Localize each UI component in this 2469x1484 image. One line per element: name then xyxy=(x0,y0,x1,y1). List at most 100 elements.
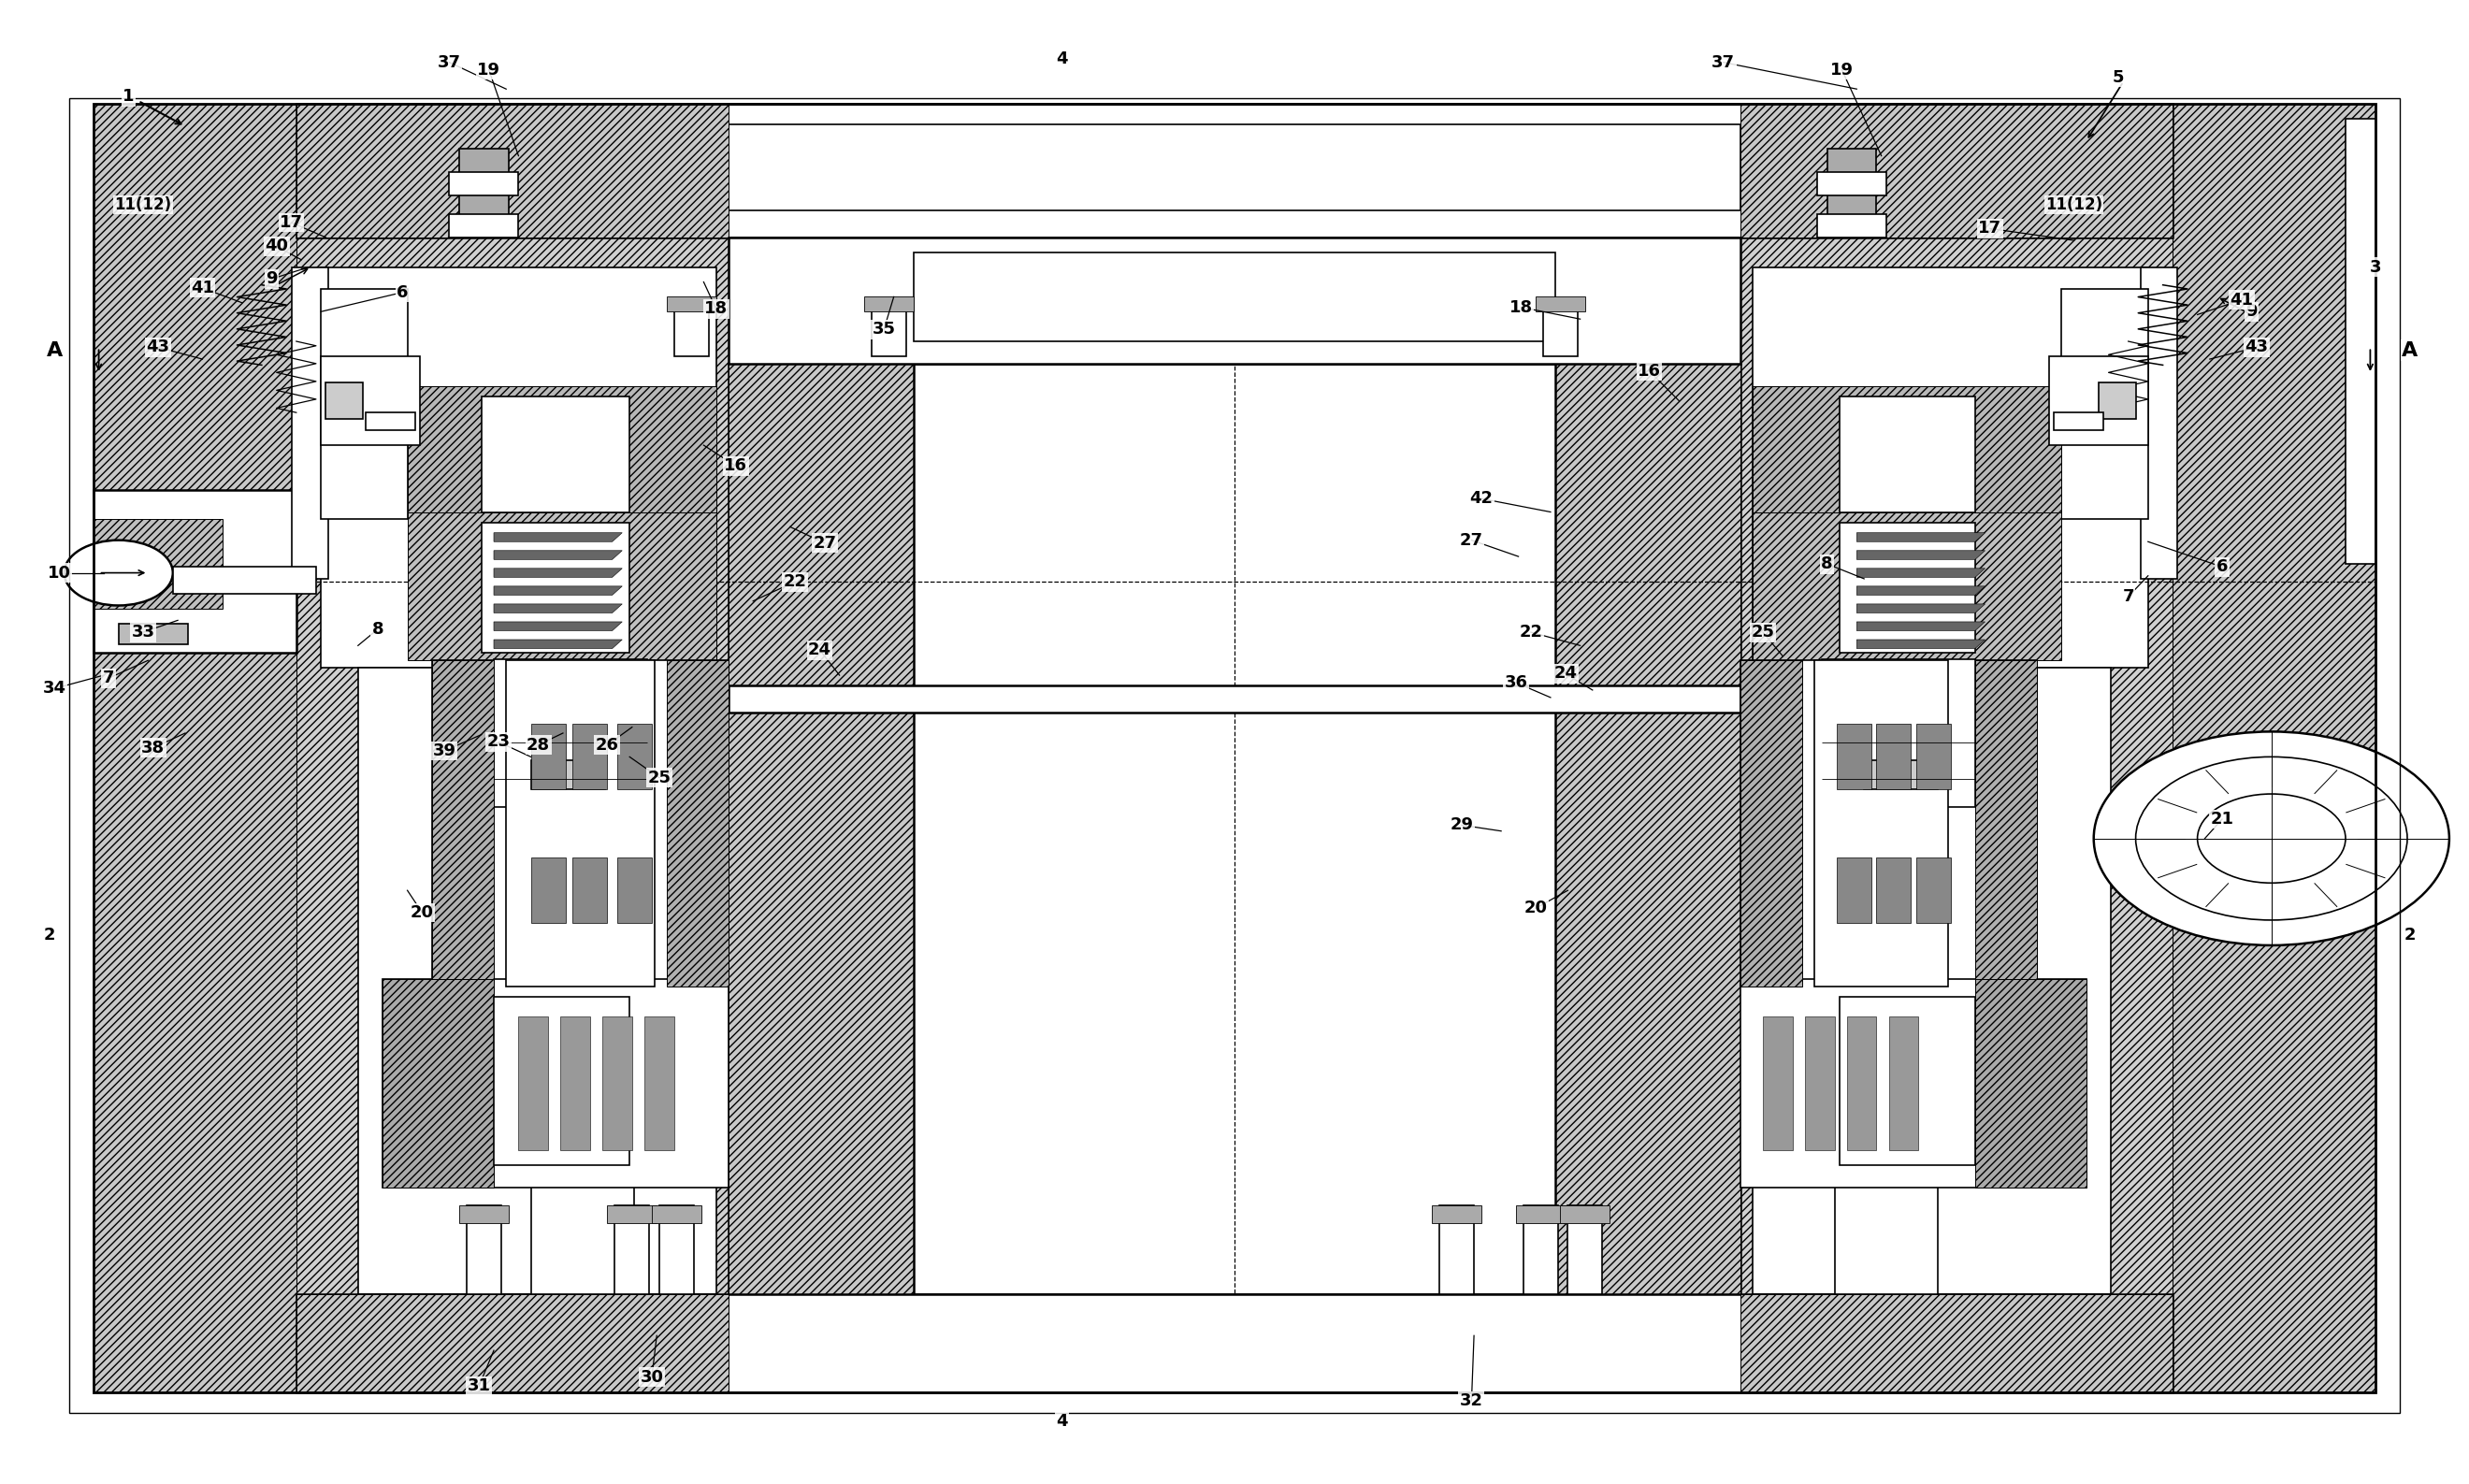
Text: 16: 16 xyxy=(723,457,748,475)
Bar xyxy=(481,396,630,512)
Bar xyxy=(2049,356,2148,445)
Text: 3: 3 xyxy=(2370,258,2380,276)
Polygon shape xyxy=(296,237,728,1294)
Polygon shape xyxy=(1857,551,1985,559)
Bar xyxy=(2141,267,2178,579)
Bar xyxy=(1560,1205,1610,1223)
Text: 8: 8 xyxy=(1822,555,1832,573)
Bar xyxy=(2099,383,2136,418)
Bar xyxy=(94,104,2375,1392)
Bar xyxy=(2054,413,2104,430)
Text: A: A xyxy=(47,341,62,359)
Polygon shape xyxy=(432,660,494,987)
Polygon shape xyxy=(1847,1017,1876,1150)
Text: 19: 19 xyxy=(477,61,501,79)
Polygon shape xyxy=(494,568,622,577)
Text: 10: 10 xyxy=(47,564,72,582)
Bar xyxy=(1817,172,1886,196)
Text: 7: 7 xyxy=(2123,588,2133,605)
Bar xyxy=(607,1205,657,1223)
Bar xyxy=(321,289,407,519)
Circle shape xyxy=(2094,732,2449,945)
Text: 5: 5 xyxy=(2113,68,2123,86)
Text: 24: 24 xyxy=(807,641,832,659)
Text: 37: 37 xyxy=(437,53,462,71)
Polygon shape xyxy=(1916,858,1951,923)
Text: 20: 20 xyxy=(1523,899,1548,917)
Polygon shape xyxy=(617,858,652,923)
Polygon shape xyxy=(728,364,914,1294)
Polygon shape xyxy=(644,1017,674,1150)
Polygon shape xyxy=(728,364,1741,1294)
Bar xyxy=(1822,659,1975,807)
Polygon shape xyxy=(1975,660,2037,987)
Text: 22: 22 xyxy=(783,573,807,591)
Bar xyxy=(1432,1205,1481,1223)
Bar xyxy=(728,686,1741,712)
Bar xyxy=(659,1205,694,1294)
Polygon shape xyxy=(667,660,728,987)
Bar xyxy=(449,172,518,196)
Polygon shape xyxy=(560,1017,590,1150)
Bar xyxy=(459,148,509,237)
Text: 6: 6 xyxy=(2217,558,2227,576)
Polygon shape xyxy=(383,979,728,1187)
Text: 26: 26 xyxy=(595,736,620,754)
Text: 18: 18 xyxy=(1509,298,1533,316)
Bar xyxy=(2062,289,2148,519)
Text: 9: 9 xyxy=(2247,303,2257,321)
Text: 43: 43 xyxy=(2244,338,2269,356)
Polygon shape xyxy=(573,858,607,923)
Bar xyxy=(728,237,1741,364)
Bar xyxy=(1839,396,1975,512)
Text: 2: 2 xyxy=(44,926,54,944)
Bar xyxy=(321,356,420,445)
Text: 31: 31 xyxy=(467,1377,491,1395)
Polygon shape xyxy=(1876,858,1911,923)
Circle shape xyxy=(64,540,173,605)
Text: 9: 9 xyxy=(267,270,277,288)
Bar xyxy=(615,1205,649,1294)
Text: 35: 35 xyxy=(872,321,896,338)
Text: 37: 37 xyxy=(1711,53,1736,71)
Bar xyxy=(1834,987,1938,1294)
Bar xyxy=(1864,760,1938,789)
Polygon shape xyxy=(494,533,622,542)
Polygon shape xyxy=(1741,979,2086,1187)
Polygon shape xyxy=(1857,533,1985,542)
Text: A: A xyxy=(2402,341,2417,359)
Bar xyxy=(728,125,1741,211)
Bar xyxy=(1827,148,1876,237)
Polygon shape xyxy=(494,604,622,613)
Bar xyxy=(481,522,630,653)
Bar xyxy=(1543,300,1578,356)
Polygon shape xyxy=(494,622,622,631)
Polygon shape xyxy=(531,858,565,923)
Text: 16: 16 xyxy=(1637,362,1662,380)
Polygon shape xyxy=(573,724,607,789)
Text: 42: 42 xyxy=(1469,490,1494,508)
Text: 36: 36 xyxy=(1504,674,1528,692)
Text: 27: 27 xyxy=(812,534,837,552)
Bar xyxy=(449,214,518,237)
Polygon shape xyxy=(1753,668,2111,1294)
Bar xyxy=(1516,1205,1565,1223)
Polygon shape xyxy=(1805,1017,1834,1150)
Polygon shape xyxy=(407,386,716,519)
Text: 8: 8 xyxy=(373,620,383,638)
Polygon shape xyxy=(1837,724,1872,789)
Bar xyxy=(531,987,635,1294)
Bar xyxy=(1817,214,1886,237)
Polygon shape xyxy=(432,660,728,987)
Text: 29: 29 xyxy=(1449,816,1474,834)
Polygon shape xyxy=(94,104,296,1392)
Text: 33: 33 xyxy=(131,623,156,641)
Text: 1: 1 xyxy=(123,88,133,105)
Bar xyxy=(914,252,1555,341)
Text: 20: 20 xyxy=(410,904,435,922)
Text: 41: 41 xyxy=(2230,291,2254,309)
Polygon shape xyxy=(1975,979,2086,1187)
Bar xyxy=(494,659,647,807)
Text: 25: 25 xyxy=(1751,623,1775,641)
Text: 40: 40 xyxy=(264,237,289,255)
